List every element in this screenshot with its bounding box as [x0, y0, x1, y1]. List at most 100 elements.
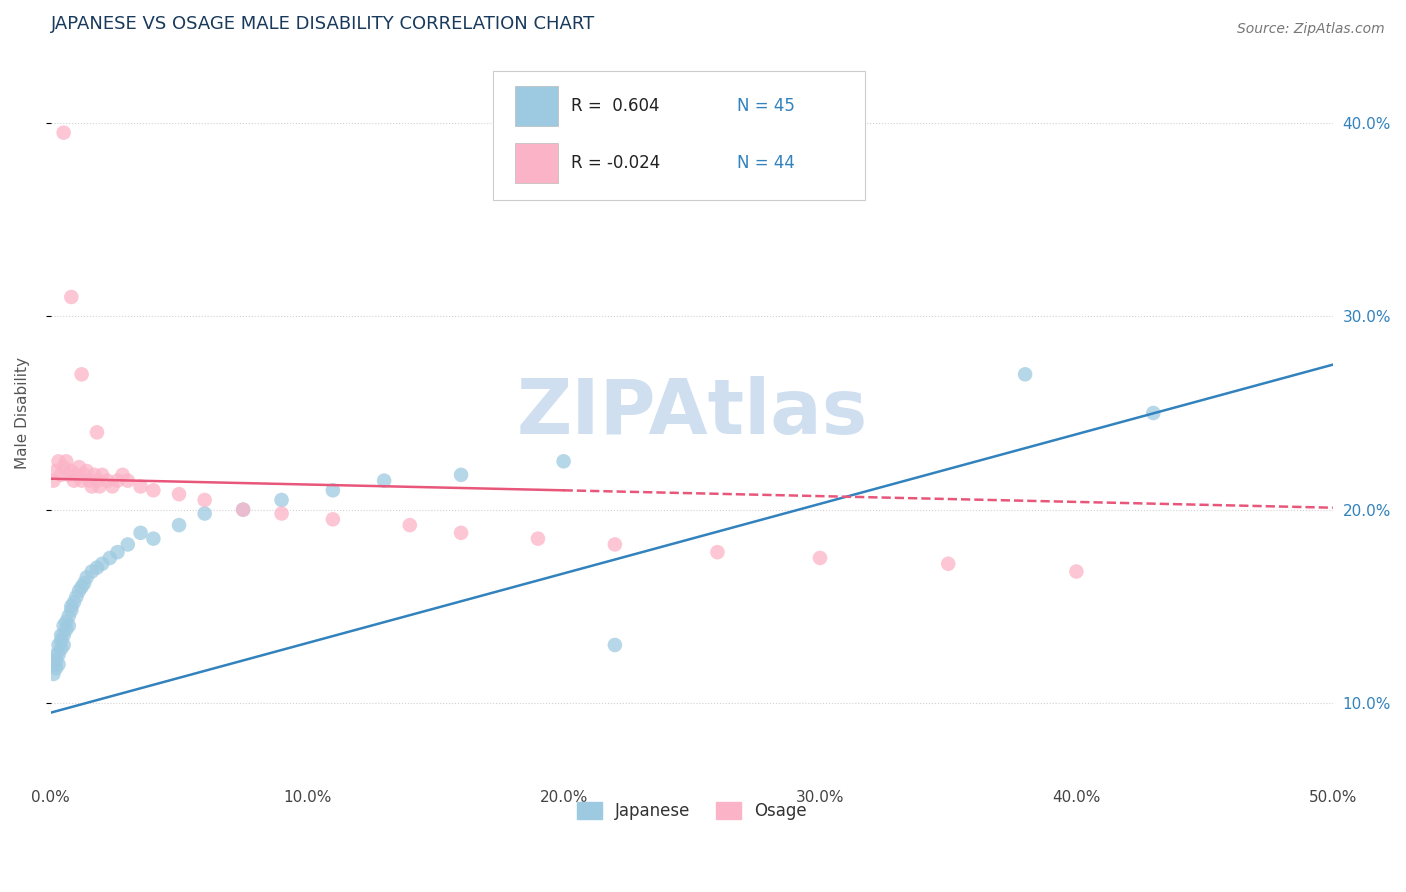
Point — [194, 493, 217, 508]
Point — [42, 474, 65, 488]
Point — [58, 467, 80, 482]
FancyBboxPatch shape — [515, 143, 558, 184]
Point — [58, 609, 80, 624]
Point — [89, 479, 111, 493]
Point — [1014, 368, 1036, 382]
Point — [70, 474, 93, 488]
Point — [49, 467, 72, 482]
Point — [48, 454, 70, 468]
Point — [45, 653, 67, 667]
Point — [706, 545, 728, 559]
Point — [167, 487, 190, 501]
Point — [167, 518, 190, 533]
Point — [52, 638, 75, 652]
Point — [142, 532, 165, 546]
Point — [450, 467, 472, 482]
Point — [55, 454, 77, 468]
Text: N = 44: N = 44 — [737, 154, 794, 172]
Point — [83, 467, 105, 482]
Point — [101, 479, 124, 493]
Point — [117, 474, 139, 488]
Point — [76, 464, 98, 478]
Point — [603, 537, 626, 551]
Point — [107, 474, 129, 488]
Point — [65, 590, 87, 604]
Point — [194, 507, 217, 521]
Point — [67, 583, 90, 598]
Point — [86, 474, 108, 488]
Point — [270, 493, 292, 508]
Point — [80, 565, 103, 579]
Point — [232, 502, 254, 516]
Text: R =  0.604: R = 0.604 — [571, 97, 659, 115]
Point — [80, 479, 103, 493]
Point — [96, 474, 118, 488]
Point — [322, 483, 344, 498]
Point — [603, 638, 626, 652]
Point — [129, 479, 152, 493]
Point — [67, 460, 90, 475]
Legend: Japanese, Osage: Japanese, Osage — [571, 796, 813, 827]
Text: Source: ZipAtlas.com: Source: ZipAtlas.com — [1237, 22, 1385, 37]
Point — [52, 126, 75, 140]
Point — [60, 290, 83, 304]
Point — [117, 537, 139, 551]
Point — [60, 603, 83, 617]
Point — [45, 464, 67, 478]
Point — [49, 634, 72, 648]
Text: N = 45: N = 45 — [737, 97, 794, 115]
Text: R = -0.024: R = -0.024 — [571, 154, 661, 172]
Point — [42, 667, 65, 681]
Point — [808, 551, 831, 566]
Point — [232, 502, 254, 516]
Point — [129, 525, 152, 540]
Point — [52, 628, 75, 642]
Point — [48, 648, 70, 662]
Point — [70, 580, 93, 594]
Point — [60, 599, 83, 614]
Point — [63, 474, 86, 488]
FancyBboxPatch shape — [515, 86, 558, 126]
Y-axis label: Male Disability: Male Disability — [15, 357, 30, 469]
Point — [55, 615, 77, 629]
Point — [79, 474, 101, 488]
Point — [49, 628, 72, 642]
FancyBboxPatch shape — [494, 71, 865, 200]
Point — [936, 557, 959, 571]
Point — [270, 507, 292, 521]
Point — [373, 474, 395, 488]
Point — [1142, 406, 1164, 420]
Point — [60, 464, 83, 478]
Point — [111, 467, 134, 482]
Text: JAPANESE VS OSAGE MALE DISABILITY CORRELATION CHART: JAPANESE VS OSAGE MALE DISABILITY CORREL… — [51, 15, 595, 33]
Point — [91, 557, 114, 571]
Point — [553, 454, 575, 468]
Point — [70, 368, 93, 382]
Point — [48, 638, 70, 652]
Point — [58, 618, 80, 632]
Point — [49, 641, 72, 656]
Point — [398, 518, 420, 533]
Text: ZIPAtlas: ZIPAtlas — [516, 376, 868, 450]
Point — [73, 467, 96, 482]
Point — [91, 467, 114, 482]
Point — [73, 576, 96, 591]
Point — [55, 623, 77, 637]
Point — [322, 512, 344, 526]
Point — [65, 467, 87, 482]
Point — [48, 657, 70, 672]
Point — [42, 657, 65, 672]
Point — [450, 525, 472, 540]
Point — [52, 460, 75, 475]
Point — [86, 425, 108, 440]
Point — [63, 595, 86, 609]
Point — [76, 570, 98, 584]
Point — [52, 618, 75, 632]
Point — [527, 532, 550, 546]
Point — [45, 648, 67, 662]
Point — [142, 483, 165, 498]
Point — [107, 545, 129, 559]
Point — [1066, 565, 1088, 579]
Point — [45, 661, 67, 675]
Point — [98, 551, 121, 566]
